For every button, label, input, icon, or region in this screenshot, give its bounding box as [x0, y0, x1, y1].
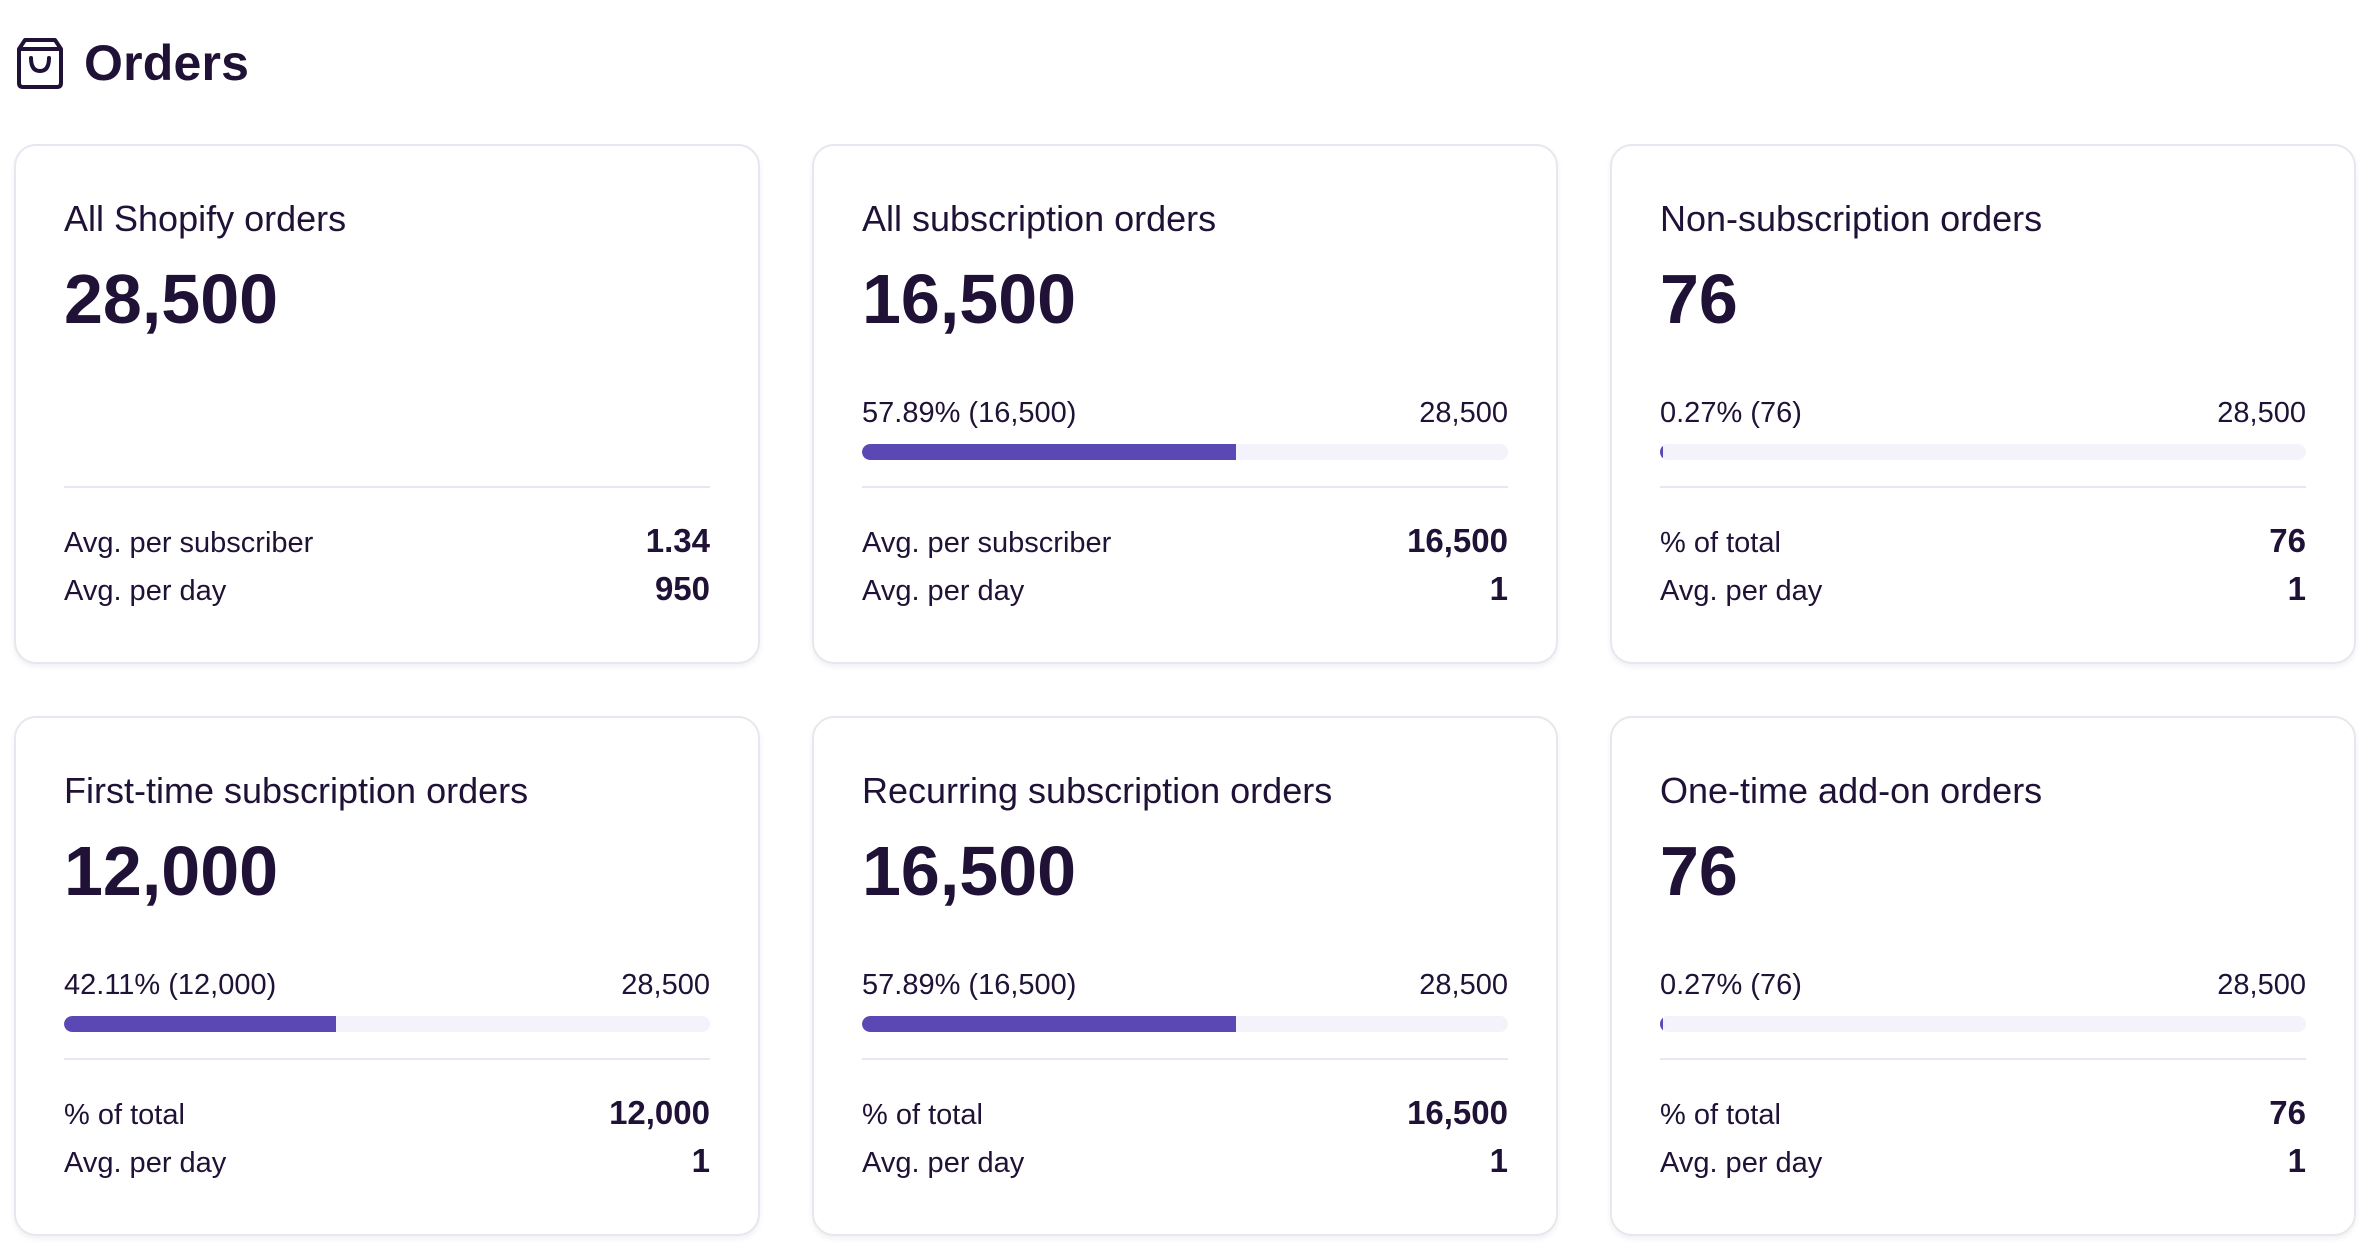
progress-block: 57.89% (16,500) 28,500: [862, 968, 1508, 1032]
stat-row: % of total 76: [1660, 1094, 2306, 1132]
stat-value: 1: [691, 1142, 710, 1179]
stat-value: 76: [2269, 1094, 2306, 1131]
card-divider: [1660, 1058, 2306, 1060]
stat-row: Avg. per subscriber 16,500: [862, 522, 1508, 560]
stat-label: Avg. per day: [64, 575, 227, 607]
stat-value: 950: [654, 570, 710, 607]
stat-row: % of total 12,000: [64, 1094, 710, 1132]
progress-total-label: 28,500: [1419, 969, 1508, 1001]
stat-row: Avg. per day 950: [64, 570, 710, 608]
card-all-shopify-orders: All Shopify orders 28,500 Avg. per subsc…: [14, 144, 760, 664]
card-recurring-subscription-orders: Recurring subscription orders 16,500 57.…: [812, 716, 1558, 1236]
progress-bar: [64, 1016, 710, 1032]
stat-label: Avg. per day: [64, 1147, 227, 1179]
stat-value: 76: [2269, 522, 2306, 559]
stat-value: 12,000: [609, 1094, 710, 1131]
progress-bar-fill: [862, 1016, 1236, 1032]
stat-row: % of total 76: [1660, 522, 2306, 560]
orders-card-grid: All Shopify orders 28,500 Avg. per subsc…: [14, 144, 2358, 1236]
progress-bar: [862, 444, 1508, 460]
progress-percent-label: 0.27% (76): [1660, 969, 1802, 1001]
progress-texts: 57.89% (16,500) 28,500: [862, 968, 1508, 1002]
progress-texts: 42.11% (12,000) 28,500: [64, 968, 710, 1002]
progress-block: 0.27% (76) 28,500: [1660, 396, 2306, 460]
progress-percent-label: 57.89% (16,500): [862, 969, 1077, 1001]
progress-total-label: 28,500: [2217, 969, 2306, 1001]
card-divider: [862, 1058, 1508, 1060]
progress-bar: [862, 1016, 1508, 1032]
page-title: Orders: [84, 35, 250, 91]
progress-bar-fill: [64, 1016, 337, 1032]
stat-label: % of total: [1660, 527, 1781, 559]
progress-percent-label: 0.27% (76): [1660, 397, 1802, 429]
progress-bar: [1660, 444, 2306, 460]
stat-label: Avg. per day: [862, 1147, 1025, 1179]
card-label: First-time subscription orders: [64, 770, 529, 811]
stat-value: 16,500: [1407, 1094, 1508, 1131]
progress-bar: [1660, 1016, 2306, 1032]
stat-label: Avg. per subscriber: [64, 527, 314, 559]
stat-row: Avg. per day 1: [64, 1142, 710, 1180]
stat-row: Avg. per day 1: [862, 1142, 1508, 1180]
progress-total-label: 28,500: [621, 969, 710, 1001]
stat-label: % of total: [1660, 1099, 1781, 1131]
card-value: 12,000: [64, 832, 279, 910]
card-label: Recurring subscription orders: [862, 770, 1333, 811]
card-first-time-subscription-orders: First-time subscription orders 12,000 42…: [14, 716, 760, 1236]
progress-total-label: 28,500: [2217, 397, 2306, 429]
stat-label: % of total: [64, 1099, 185, 1131]
progress-total-label: 28,500: [1419, 397, 1508, 429]
card-label: All subscription orders: [862, 198, 1217, 239]
stat-value: 1: [2287, 570, 2306, 607]
stat-value: 1: [1489, 570, 1508, 607]
stat-row: Avg. per day 1: [1660, 570, 2306, 608]
stat-value: 1: [2287, 1142, 2306, 1179]
card-divider: [1660, 486, 2306, 488]
progress-percent-label: 42.11% (12,000): [64, 969, 277, 1001]
progress-texts: 0.27% (76) 28,500: [1660, 396, 2306, 430]
stat-label: Avg. per day: [862, 575, 1025, 607]
card-divider: [862, 486, 1508, 488]
stat-label: Avg. per subscriber: [862, 527, 1112, 559]
progress-percent-label: 57.89% (16,500): [862, 397, 1077, 429]
progress-block: 0.27% (76) 28,500: [1660, 968, 2306, 1032]
progress-bar-fill: [1660, 444, 1663, 460]
progress-bar-fill: [862, 444, 1236, 460]
card-value: 16,500: [862, 832, 1077, 910]
page-header: Orders: [14, 30, 249, 96]
progress-texts: 0.27% (76) 28,500: [1660, 968, 2306, 1002]
shopping-bag-icon: [14, 35, 66, 91]
progress-bar-fill: [1660, 1016, 1663, 1032]
stat-value: 1: [1489, 1142, 1508, 1179]
card-one-time-add-on-orders: One-time add-on orders 76 0.27% (76) 28,…: [1610, 716, 2356, 1236]
card-value: 76: [1660, 832, 1738, 910]
progress-texts: 57.89% (16,500) 28,500: [862, 396, 1508, 430]
card-divider: [64, 1058, 710, 1060]
stat-row: Avg. per day 1: [862, 570, 1508, 608]
card-all-subscription-orders: All subscription orders 16,500 57.89% (1…: [812, 144, 1558, 664]
card-label: One-time add-on orders: [1660, 770, 2043, 811]
stat-row: Avg. per subscriber 1.34: [64, 522, 710, 560]
card-value: 76: [1660, 260, 1738, 338]
stat-label: Avg. per day: [1660, 1147, 1823, 1179]
card-value: 16,500: [862, 260, 1077, 338]
stat-label: Avg. per day: [1660, 575, 1823, 607]
stat-row: % of total 16,500: [862, 1094, 1508, 1132]
card-label: Non-subscription orders: [1660, 198, 2043, 239]
stat-value: 16,500: [1407, 522, 1508, 559]
card-non-subscription-orders: Non-subscription orders 76 0.27% (76) 28…: [1610, 144, 2356, 664]
progress-block: 42.11% (12,000) 28,500: [64, 968, 710, 1032]
card-label: All Shopify orders: [64, 198, 347, 239]
card-divider: [64, 486, 710, 488]
stat-value: 1.34: [645, 522, 710, 559]
stat-label: % of total: [862, 1099, 983, 1131]
card-value: 28,500: [64, 260, 279, 338]
progress-block: 57.89% (16,500) 28,500: [862, 396, 1508, 460]
stat-row: Avg. per day 1: [1660, 1142, 2306, 1180]
